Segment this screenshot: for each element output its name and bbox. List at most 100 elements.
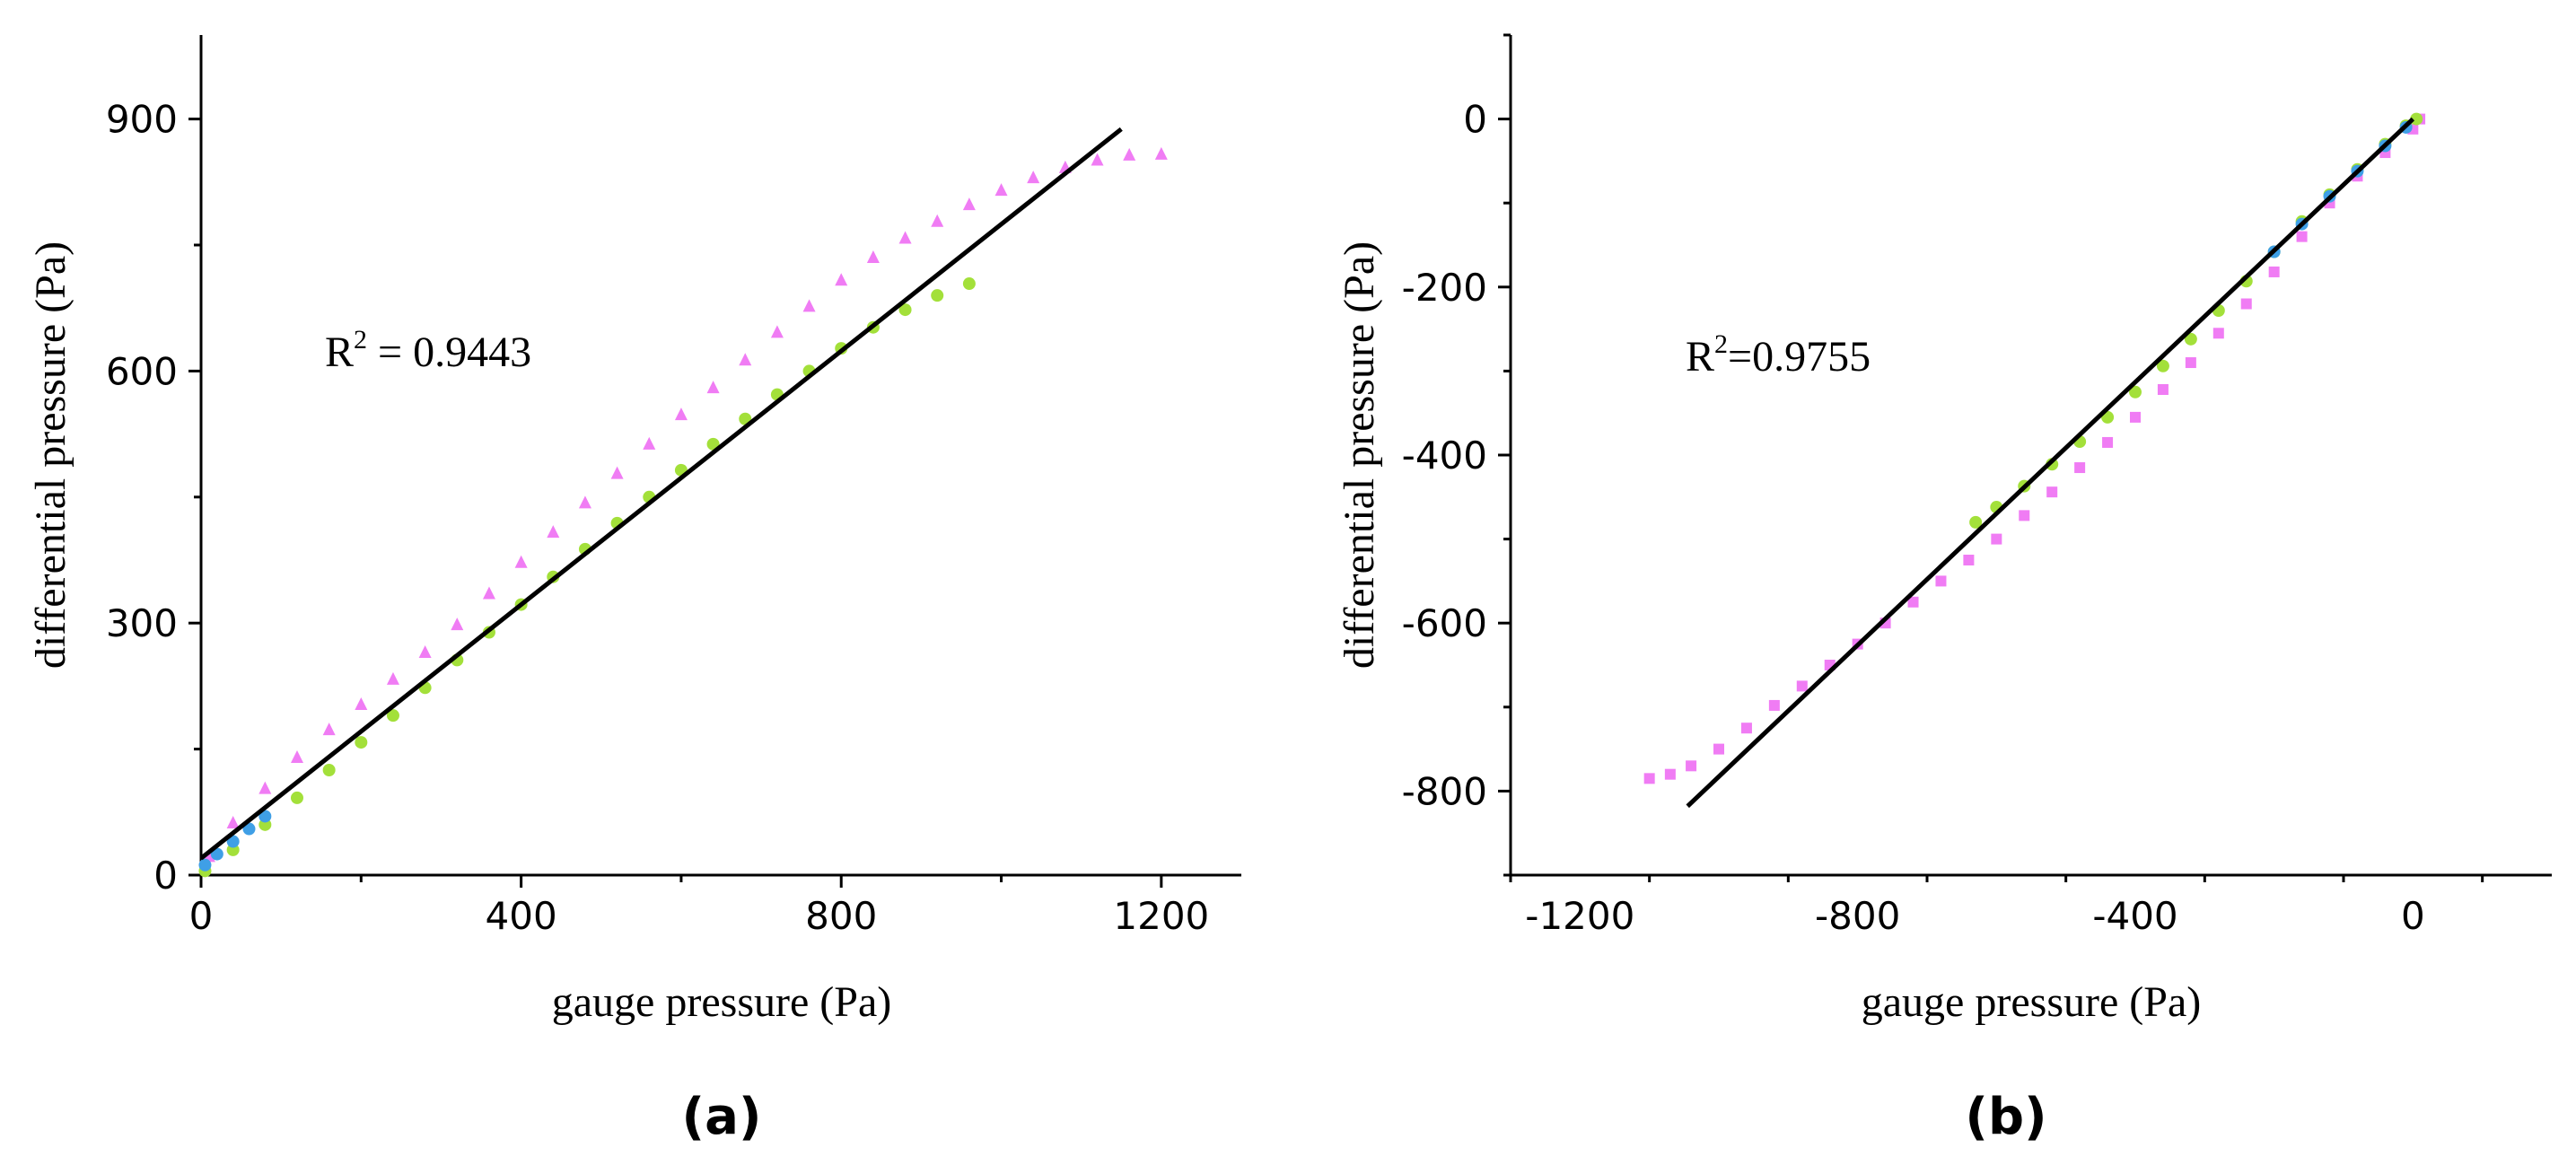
data-point bbox=[1991, 533, 2002, 545]
data-point bbox=[2185, 357, 2196, 369]
data-point bbox=[739, 353, 752, 366]
data-point bbox=[1935, 575, 1947, 587]
data-point bbox=[1027, 171, 1040, 184]
y-tick-label-b: -600 bbox=[1402, 601, 1487, 645]
data-point bbox=[2046, 486, 2058, 498]
x-tick-label-a: 1200 bbox=[1113, 894, 1209, 938]
data-point bbox=[2156, 359, 2169, 372]
data-point bbox=[2074, 462, 2086, 474]
series-triangles-a bbox=[202, 146, 1168, 863]
y-axis-label-b: differential pressure (Pa) bbox=[1336, 241, 1383, 669]
x-axis-label-b: gauge pressure (Pa) bbox=[1862, 978, 2202, 1026]
data-point bbox=[2019, 510, 2030, 521]
data-point bbox=[1796, 680, 1808, 692]
data-point bbox=[643, 436, 656, 450]
data-point bbox=[290, 749, 303, 763]
x-tick-label-a: 0 bbox=[189, 894, 214, 938]
data-point bbox=[1713, 743, 1724, 755]
data-point bbox=[931, 289, 944, 302]
chart-panel-a: 0 400 800 1200 0 300 600 900 gauge pressure (Pa… bbox=[27, 35, 1241, 1146]
panel-label-a: (a) bbox=[682, 1088, 762, 1146]
data-point bbox=[355, 736, 368, 749]
data-point bbox=[2296, 231, 2308, 242]
data-point bbox=[1768, 699, 1780, 711]
fit-line-b bbox=[1686, 117, 2415, 809]
data-point bbox=[386, 709, 399, 723]
x-tick-label-b: -1200 bbox=[1525, 894, 1634, 938]
data-point bbox=[258, 781, 272, 794]
series-blue-a bbox=[198, 810, 272, 872]
y-tick-label-a: 600 bbox=[106, 349, 178, 393]
data-point bbox=[1963, 555, 1975, 565]
data-point bbox=[482, 586, 495, 600]
x-tick-label-b: -800 bbox=[1815, 894, 1900, 938]
data-point bbox=[418, 644, 432, 658]
r-squared-sup-b: 2 bbox=[1714, 329, 1728, 359]
data-point bbox=[2130, 411, 2141, 423]
r-squared-base-b: R bbox=[1686, 333, 1714, 381]
series-circles-a bbox=[198, 277, 976, 878]
data-point bbox=[962, 197, 976, 211]
x-tick-label-a: 800 bbox=[805, 894, 877, 938]
r-squared-base-a: R bbox=[325, 328, 354, 376]
data-point bbox=[226, 835, 240, 848]
data-point bbox=[547, 525, 560, 539]
data-point bbox=[866, 250, 880, 264]
data-point bbox=[451, 618, 464, 631]
data-point bbox=[898, 303, 912, 317]
data-point bbox=[1664, 768, 1676, 780]
data-point bbox=[1091, 153, 1104, 166]
data-point bbox=[578, 495, 591, 509]
data-point bbox=[802, 299, 816, 312]
data-point bbox=[898, 231, 912, 244]
data-point bbox=[355, 696, 368, 710]
data-point bbox=[322, 723, 336, 736]
data-point bbox=[1643, 773, 1655, 784]
fit-line-a bbox=[199, 127, 1123, 861]
r-squared-annotation-b: R2=0.9755 bbox=[1686, 329, 1871, 381]
y-tick-label-b: -800 bbox=[1402, 769, 1487, 813]
r-squared-sup-a: 2 bbox=[354, 325, 367, 355]
data-point bbox=[2157, 383, 2169, 395]
data-point bbox=[2129, 385, 2142, 399]
data-point bbox=[2240, 298, 2252, 310]
data-point bbox=[674, 407, 688, 421]
y-tick-label-b: -200 bbox=[1402, 266, 1487, 310]
series-squares-b bbox=[1643, 113, 2426, 784]
data-point bbox=[1154, 146, 1168, 160]
data-point bbox=[226, 815, 240, 828]
r-squared-annotation-a: R2 = 0.9443 bbox=[325, 325, 531, 376]
y-tick-label-a: 300 bbox=[106, 601, 178, 645]
data-point bbox=[962, 277, 976, 291]
x-tick-label-b: -400 bbox=[2092, 894, 2177, 938]
r-squared-value-b: =0.9755 bbox=[1728, 333, 1871, 381]
data-point bbox=[994, 183, 1008, 197]
data-point bbox=[2102, 436, 2114, 448]
data-point bbox=[1969, 515, 1983, 529]
x-tick-label-a: 400 bbox=[486, 894, 557, 938]
x-axis-label-a: gauge pressure (Pa) bbox=[552, 978, 892, 1026]
panel-label-b: (b) bbox=[1965, 1088, 2046, 1146]
data-point bbox=[242, 822, 256, 836]
data-point bbox=[1123, 147, 1136, 161]
y-tick-label-b: -400 bbox=[1402, 434, 1487, 477]
data-point bbox=[2268, 266, 2280, 277]
data-point bbox=[610, 466, 624, 479]
y-axis-label-a: differential pressure (Pa) bbox=[27, 241, 74, 669]
data-point bbox=[514, 555, 528, 568]
data-point bbox=[2410, 112, 2423, 126]
data-point bbox=[290, 791, 303, 804]
data-point bbox=[1686, 760, 1697, 772]
data-point bbox=[2212, 328, 2224, 339]
data-point bbox=[322, 764, 336, 776]
data-point bbox=[835, 273, 848, 286]
data-point bbox=[770, 325, 784, 338]
data-point bbox=[386, 671, 399, 685]
y-tick-label-a: 0 bbox=[153, 854, 178, 898]
data-point bbox=[931, 214, 944, 227]
data-point bbox=[1907, 596, 1919, 608]
data-point bbox=[706, 381, 720, 394]
data-point bbox=[1740, 723, 1752, 734]
data-point bbox=[258, 810, 272, 823]
